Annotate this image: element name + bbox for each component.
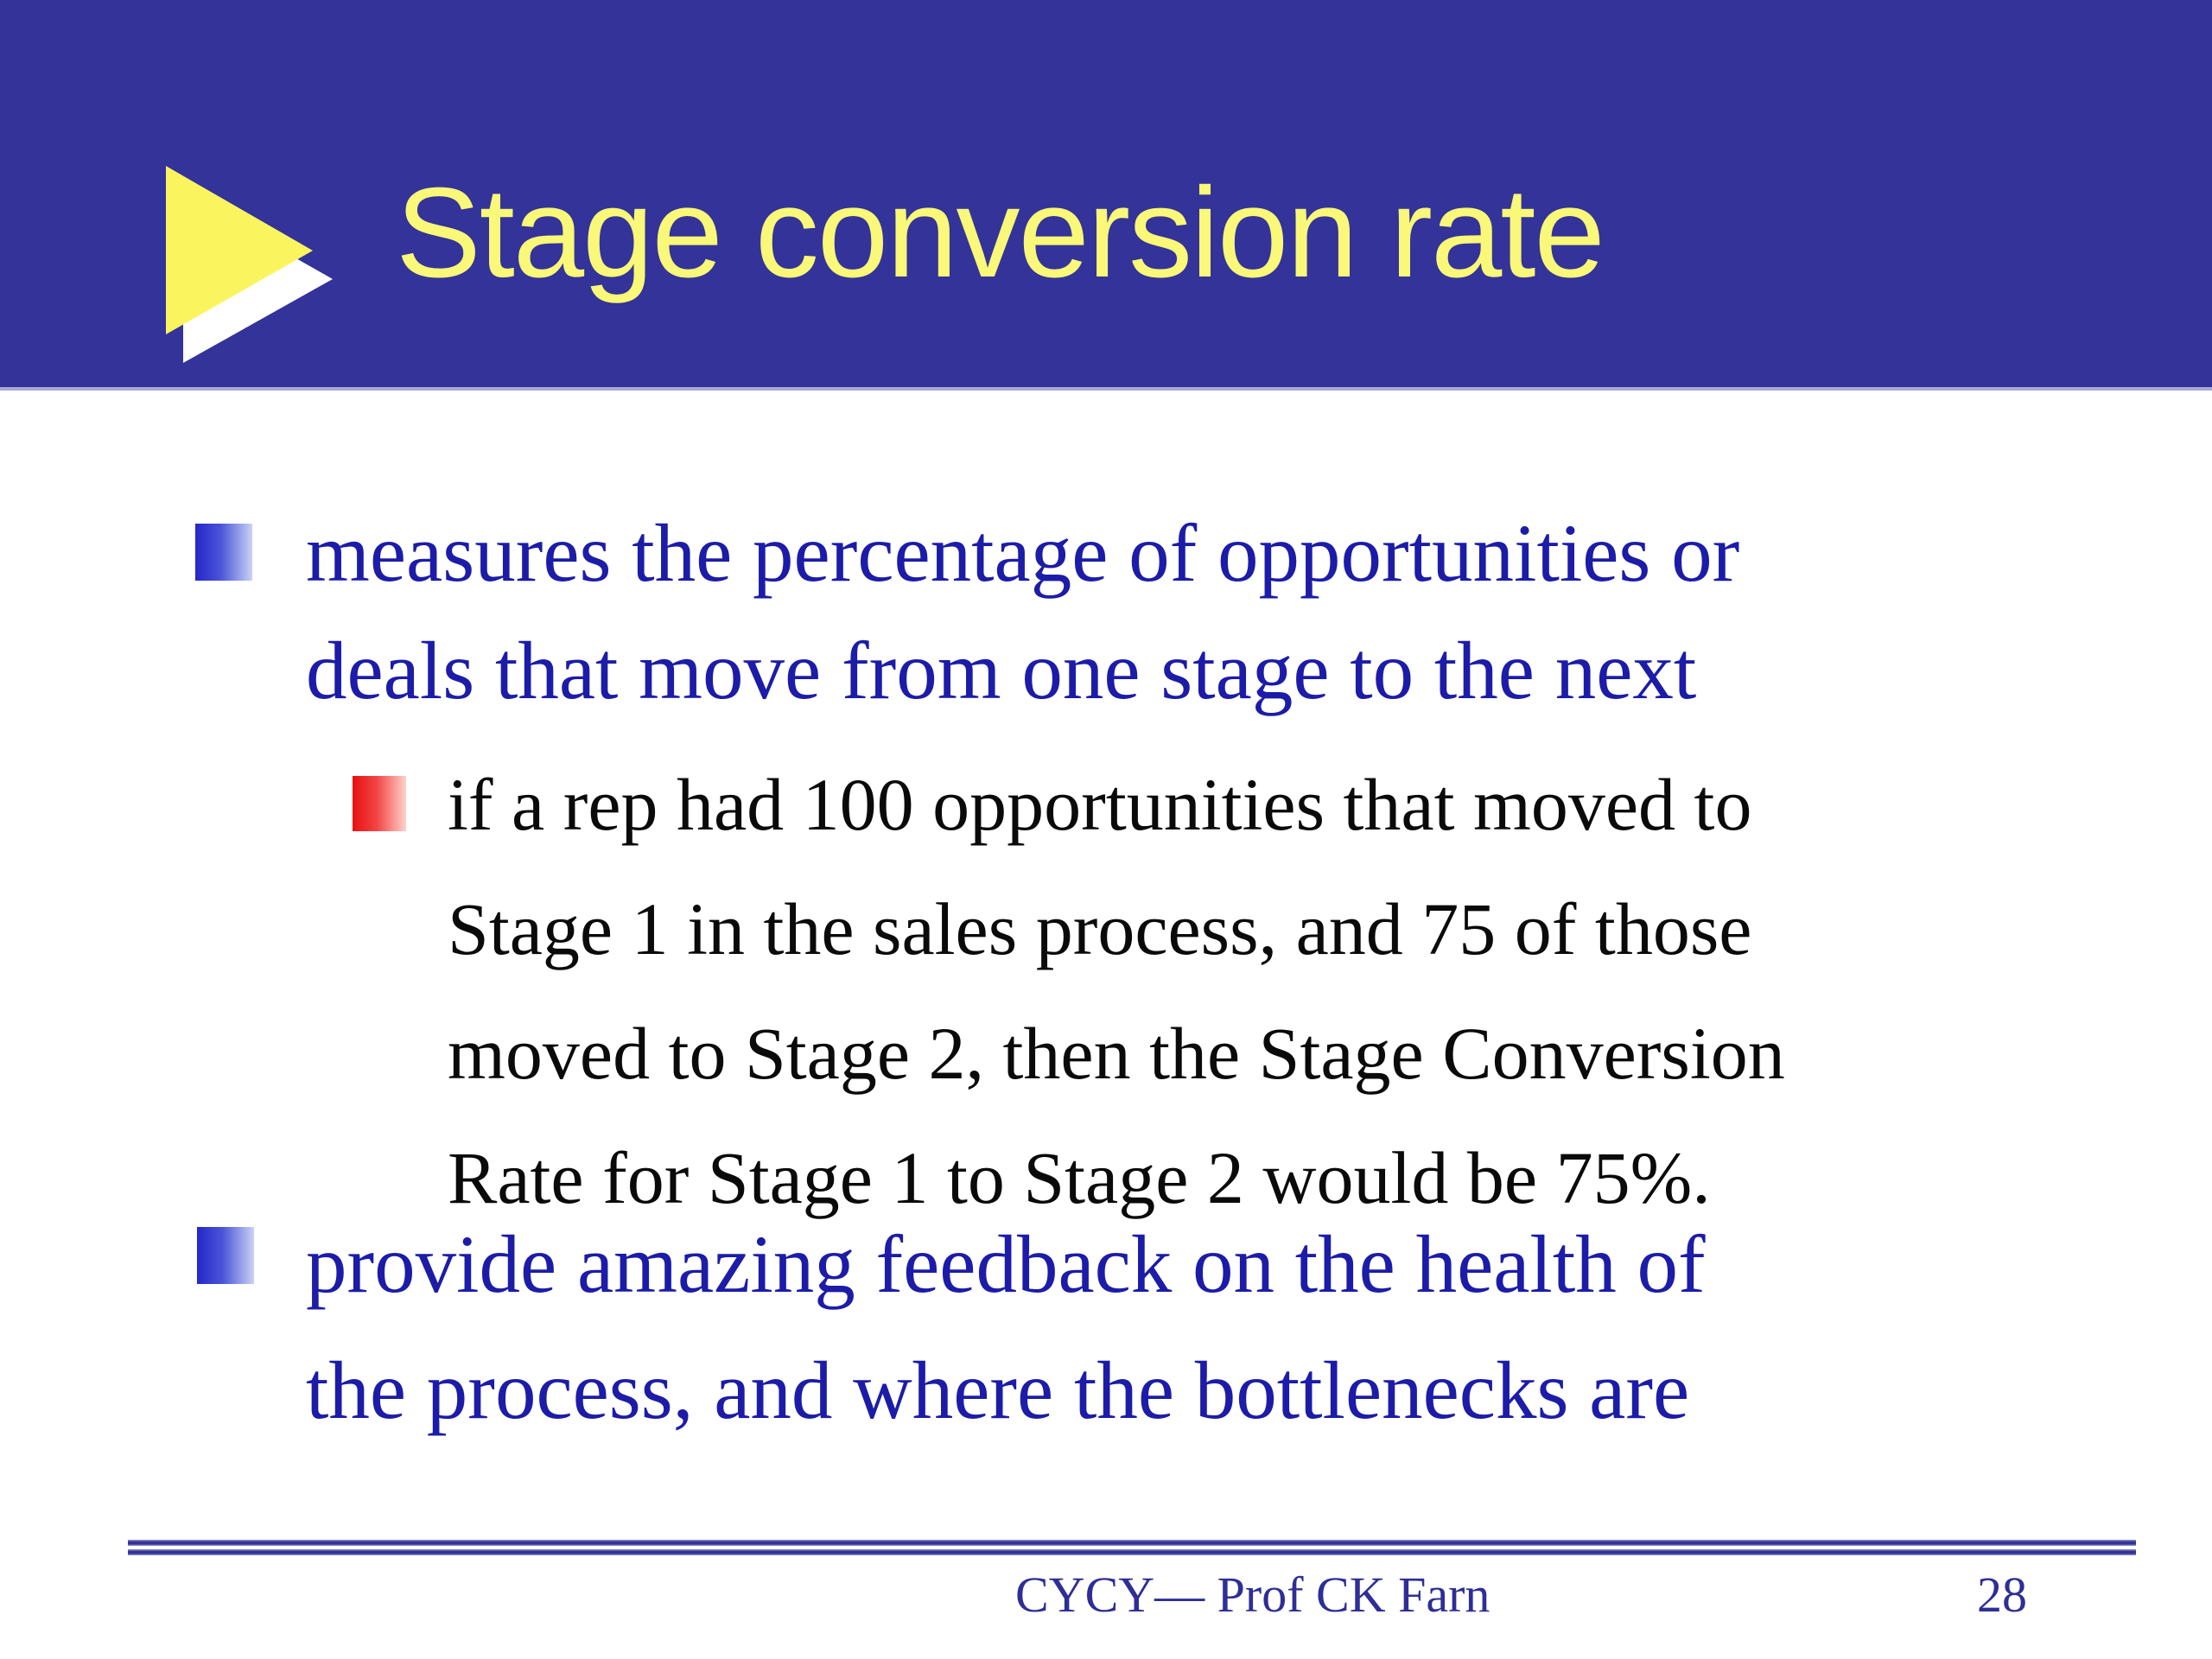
footer-divider-line: [128, 1549, 2136, 1555]
bullet-marker-red: [353, 776, 406, 831]
page-title: Stage conversion rate: [396, 162, 1605, 304]
page-number: 28: [1977, 1567, 2027, 1623]
header-band: Stage conversion rate: [0, 0, 2212, 391]
footer-divider-line: [128, 1540, 2136, 1546]
footer-credit: CYCY— Prof CK Farn: [1015, 1567, 1491, 1623]
triangle-bullet-icon: [166, 166, 333, 363]
bullet-marker-blue: [197, 1227, 254, 1284]
bullet-text-level1: provide amazing feedback on the health o…: [306, 1218, 1706, 1436]
bullet-text-level1: measures the percentage of opportunities…: [306, 507, 1740, 716]
bullet-marker-blue: [195, 524, 252, 581]
bullet-text-level2: if a rep had 100 opportunities that move…: [448, 763, 1785, 1219]
